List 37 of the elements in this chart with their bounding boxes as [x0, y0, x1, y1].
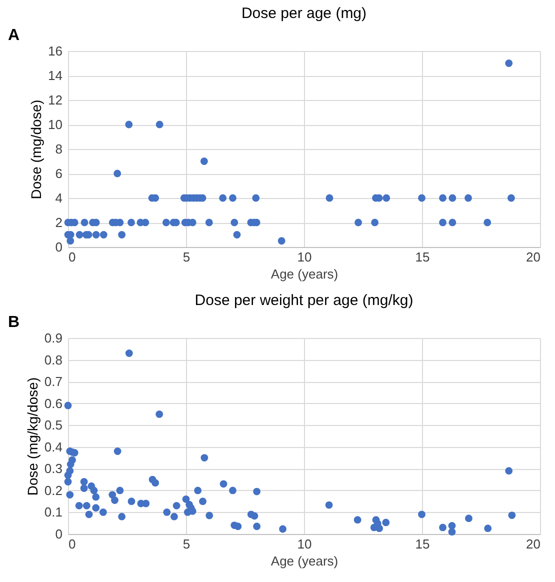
- y-tick-label: 4: [55, 190, 62, 206]
- y-tick-label: 6: [55, 166, 62, 181]
- x-tick-label: 20: [526, 536, 540, 552]
- y-tick-label: 0.6: [44, 396, 62, 411]
- x-tick-label: 20: [526, 250, 540, 264]
- text: A: [8, 27, 20, 44]
- y-tick-label: 0.8: [44, 352, 62, 368]
- x-tick-label: 5: [182, 250, 190, 264]
- y-tick-label: 12: [48, 92, 62, 108]
- x-tick-label: 5: [182, 536, 190, 552]
- x-tick-label: 0: [68, 536, 76, 552]
- y-tick-label: 14: [48, 68, 62, 83]
- y-tick-label: 0.5: [44, 418, 62, 433]
- y-tick-label: 0.4: [44, 439, 62, 454]
- y-tick-label: 10: [48, 117, 62, 132]
- x-axis-title: Age (years): [270, 266, 338, 282]
- chart-title: Dose per age (mg): [241, 5, 367, 22]
- y-tick-label: 0.7: [44, 374, 62, 390]
- text: B: [8, 314, 20, 331]
- chart-title: Dose per weight per age (mg/kg): [194, 292, 414, 309]
- x-tick-label: 15: [415, 250, 430, 264]
- x-tick-label: 10: [297, 250, 312, 264]
- y-tick-label: 2: [55, 215, 62, 230]
- y-tick-label: 8: [55, 142, 62, 156]
- y-tick-label: 0.3: [44, 461, 62, 476]
- y-tick-label: 0: [55, 240, 62, 254]
- y-axis-title: Dose (mg/dose): [28, 100, 44, 200]
- x-axis-title: Age (years): [270, 554, 338, 568]
- x-tick-label: 0: [68, 250, 76, 264]
- y-axis-title: Dose (mg/kg/dose): [24, 377, 40, 496]
- y-tick-label: 16: [48, 44, 62, 58]
- x-tick-label: 10: [297, 536, 312, 552]
- y-tick-label: 0.1: [44, 504, 62, 520]
- y-tick-label: 0: [55, 526, 62, 542]
- y-tick-label: 0.9: [44, 330, 62, 346]
- y-tick-label: 0.2: [44, 482, 62, 498]
- x-tick-label: 15: [415, 536, 430, 552]
